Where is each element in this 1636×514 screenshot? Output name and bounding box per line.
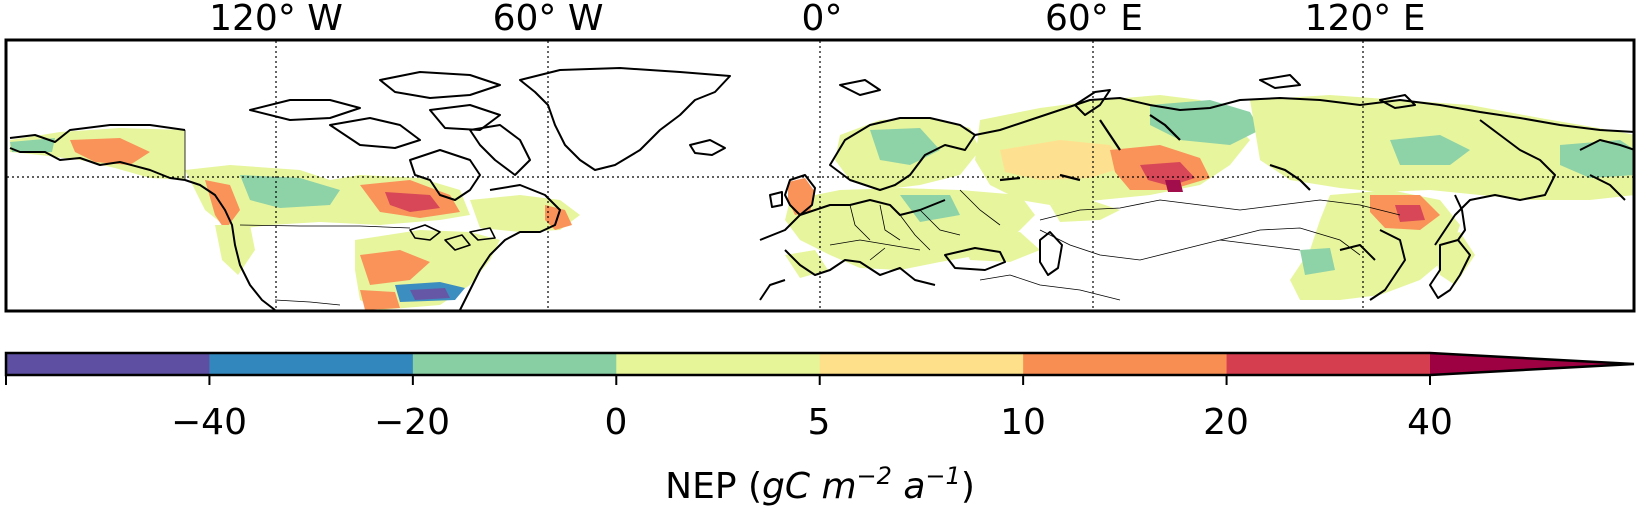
nep-region-us-west (215, 225, 255, 275)
coastline-svalbard (839, 79, 881, 96)
cb-label-a: a (892, 466, 926, 507)
lon-label-120e: 120° E (1305, 0, 1426, 39)
map-content (9, 67, 1635, 311)
nep-region-russia-west-warm (1000, 140, 1130, 180)
border-middle-east (979, 274, 1121, 301)
coastline-novaya-zemlya (1074, 89, 1111, 116)
colorbar-segment (1226, 353, 1431, 375)
lon-label-0: 0° (802, 0, 843, 39)
nep-region-canada-central-hot (385, 192, 440, 212)
coastlines (9, 67, 1635, 311)
cb-label-main: NEP ( (665, 466, 762, 507)
coastline-baikal (1269, 163, 1311, 191)
colorbar-segment (616, 353, 821, 375)
coastline-okhotsk (1434, 119, 1556, 246)
cb-label-exp2: −1 (925, 462, 960, 490)
nep-region-siberia-green (1150, 100, 1260, 145)
cb-label-exp1: −2 (857, 462, 892, 490)
nep-region-siberia-green-3 (1560, 140, 1635, 178)
coastline-iceland (689, 139, 726, 156)
lon-label-120w: 120° W (209, 0, 343, 39)
border-russia-kazakh (1039, 199, 1401, 221)
coastline-siberian-islands (1259, 74, 1416, 109)
colorbar-label: NEP (gC m−2 a−1) (665, 462, 975, 507)
map-gridlines (7, 41, 1635, 311)
coastline-baffin (469, 124, 531, 176)
country-borders (184, 130, 1401, 306)
lon-label-60e: 60° E (1045, 0, 1143, 39)
colorbar-segments (6, 353, 1431, 375)
nep-region-china-green (1300, 248, 1335, 275)
nep-region-urals-hot (1140, 162, 1195, 186)
colorbar-segment (6, 353, 210, 375)
border-central-asia (1039, 229, 1301, 261)
nep-region-iberia (785, 250, 828, 278)
colorbar-extend-arrow (1430, 353, 1634, 375)
coastline-japan (1429, 239, 1471, 299)
cb-label-gc: gC m (762, 466, 857, 507)
coastline-black-sea (944, 247, 1006, 271)
border-china-mongolia (1219, 227, 1361, 256)
colorbar-segment (412, 353, 617, 375)
coastline-british-isles (769, 174, 816, 216)
nep-region-us-southeast-purple (410, 288, 450, 300)
coastline-arctic-islands-1 (249, 99, 361, 121)
border-europe-1 (849, 189, 1001, 251)
coastline-arctic-islands-4 (429, 104, 501, 131)
cb-tick-label-10: 10 (1000, 402, 1046, 443)
nep-region-ukraine (960, 232, 1040, 262)
cb-tick-label-40: 40 (1407, 402, 1453, 443)
colorbar: −40 −20 0 5 10 20 40 NEP (gC m−2 a−1) (4, 351, 1635, 507)
cb-tick-label-neg40: −40 (171, 402, 247, 443)
nep-region-scandinavia-green (870, 128, 940, 165)
nep-region-uk-warm (788, 178, 815, 215)
coastline-russia-arctic (974, 97, 1635, 136)
cb-tick-label-5: 5 (808, 402, 831, 443)
coastline-sakhalin (1454, 194, 1466, 241)
nep-region-us-east-warm (360, 250, 430, 285)
nep-region-alaska-warm (70, 138, 150, 165)
coastline-arctic-islands-3 (329, 117, 421, 149)
colorbar-segment (819, 353, 1024, 375)
nep-region-siberia-green-2 (1390, 135, 1470, 165)
longitude-labels: 120° W 60° W 0° 60° E 120° E (209, 0, 1425, 39)
nep-region-us-east (355, 230, 500, 310)
coastline-scandinavia (829, 117, 976, 191)
nep-region-europe-green (900, 195, 960, 222)
coastline-europe (759, 199, 946, 301)
nep-region-urals-max (1165, 180, 1183, 192)
cb-tick-label-20: 20 (1203, 402, 1249, 443)
coastline-korea (1339, 229, 1406, 301)
coastline-na-west (184, 179, 276, 311)
coastline-inland-1 (999, 114, 1181, 182)
coastline-great-lakes (409, 224, 496, 251)
cb-tick-label-0: 0 (605, 402, 628, 443)
nep-region-kazakh (1050, 200, 1120, 222)
colorbar-outline (4, 351, 1635, 377)
nep-region-alaska-green (10, 138, 55, 152)
nep-region-us-south-warm (360, 290, 400, 310)
nep-region-canada-green (240, 175, 340, 208)
map-frame (4, 38, 1636, 313)
nep-region-manchuria-hot (1395, 205, 1425, 222)
cb-label-close: ) (961, 466, 975, 507)
border-europe-2 (829, 239, 921, 261)
border-us-mexico (274, 299, 341, 306)
coastline-arctic-islands-2 (379, 71, 501, 99)
colorbar-segment (1023, 353, 1228, 375)
coastline-alaska (9, 124, 186, 181)
coastline-kamchatka (1579, 139, 1635, 201)
colorbar-segment (209, 353, 414, 375)
lon-label-60w: 60° W (493, 0, 604, 39)
cb-tick-label-neg20: −20 (374, 402, 450, 443)
colorbar-ticks (5, 375, 1431, 385)
coastline-na-east (459, 184, 561, 311)
coastline-greenland (519, 67, 731, 171)
map-panel (4, 38, 1636, 313)
coastline-caspian (1039, 231, 1063, 276)
colorbar-tick-labels: −40 −20 0 5 10 20 40 (171, 402, 1453, 443)
border-canada-us (239, 224, 411, 229)
nep-data-layer (10, 95, 1635, 310)
